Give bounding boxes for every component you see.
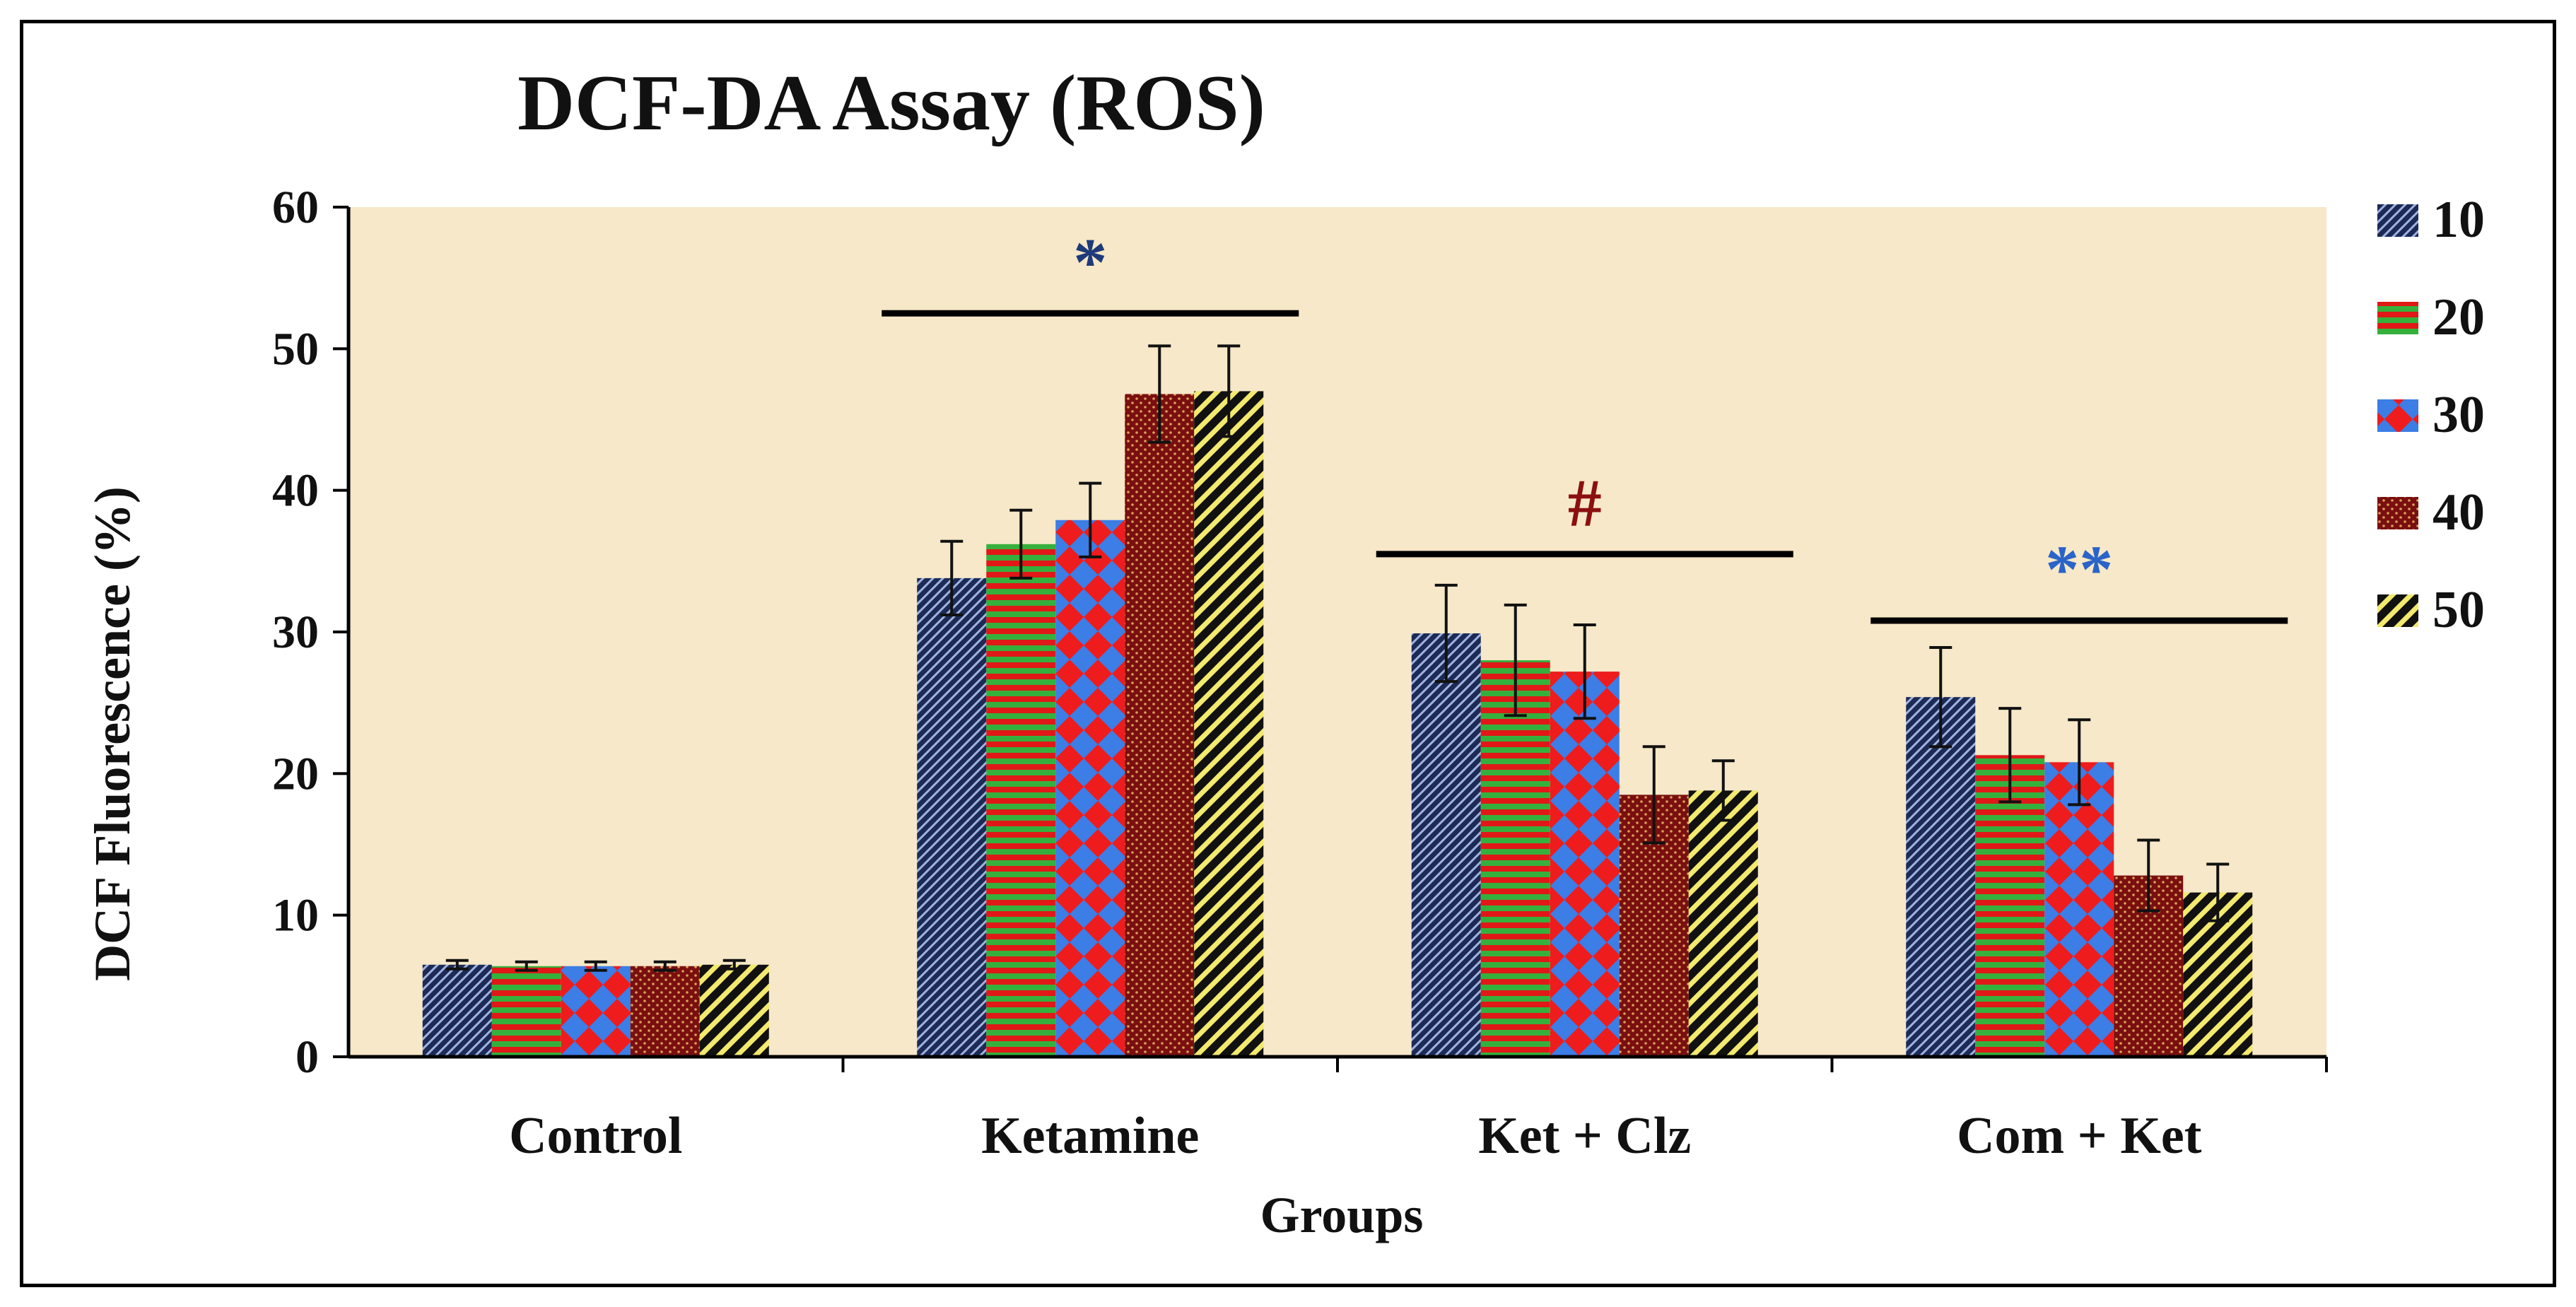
error-bar [1711, 759, 1735, 822]
bar-ketamine-40 [1125, 394, 1195, 1057]
significance-mark: * [1073, 224, 1107, 300]
bar-control-40 [630, 966, 700, 1057]
error-bar [1148, 344, 1171, 444]
bar-ket-clz-20 [1480, 660, 1550, 1057]
bar-ket-clz-30 [1550, 672, 1620, 1057]
bar-ket-clz-50 [1688, 790, 1758, 1057]
y-tick-label: 50 [272, 323, 319, 375]
y-tick-label: 30 [272, 606, 319, 658]
significance-mark: # [1568, 465, 1602, 541]
bar-ketamine-20 [986, 544, 1056, 1057]
error-bar [2206, 862, 2230, 922]
x-tick-label: Control [509, 1107, 682, 1165]
x-axis-label: Groups [1260, 1187, 1424, 1243]
legend-label-20: 20 [2432, 288, 2485, 346]
error-bar [1009, 508, 1033, 580]
y-tick-label: 0 [295, 1031, 319, 1083]
bar-ketamine-30 [1055, 520, 1125, 1057]
chart-title: DCF-DA Assay (ROS) [517, 59, 1265, 147]
error-bar [653, 960, 677, 972]
error-bar [1434, 583, 1458, 684]
bar-control-50 [699, 964, 769, 1057]
error-bar [2137, 838, 2160, 913]
legend-label-10: 10 [2432, 191, 2485, 249]
bar-com-ket-30 [2044, 762, 2114, 1057]
error-bar [722, 959, 746, 971]
x-tick-label: Com + Ket [1957, 1107, 2202, 1165]
x-tick-label: Ket + Clz [1478, 1107, 1691, 1165]
bar-com-ket-10 [1906, 697, 1976, 1057]
error-bar [2068, 718, 2091, 807]
y-tick-label: 60 [272, 182, 319, 233]
x-tick-label: Ketamine [981, 1107, 1199, 1165]
bar-ket-clz-10 [1411, 633, 1481, 1057]
legend-swatch-20 [2377, 302, 2418, 334]
y-tick-label: 10 [272, 890, 319, 942]
error-bar [1079, 481, 1102, 558]
legend-swatch-40 [2377, 497, 2418, 529]
legend-swatch-10 [2377, 204, 2418, 237]
chart-svg: 0 10 20 30 40 50 60 Control Ketamine Ket + Clz Com… [84, 59, 2485, 1243]
bar-com-ket-20 [1975, 755, 2045, 1057]
bar-control-10 [422, 964, 492, 1057]
error-bar [940, 539, 964, 616]
legend-label-30: 30 [2432, 386, 2485, 444]
y-tick-label: 20 [272, 748, 319, 799]
legend-label-40: 40 [2432, 483, 2485, 541]
error-bar [445, 959, 469, 971]
bar-control-30 [561, 966, 631, 1057]
error-bar [1998, 707, 2022, 804]
error-bar [1217, 344, 1241, 438]
error-bar [1504, 603, 1527, 717]
chart-frame: 0 10 20 30 40 50 60 Control Ketamine Ket + Clz Com… [20, 20, 2556, 1287]
error-bar [1929, 646, 1953, 749]
bar-control-20 [491, 966, 561, 1057]
error-bar [1573, 623, 1596, 720]
bar-ketamine-10 [917, 578, 987, 1057]
bar-ketamine-50 [1194, 391, 1264, 1057]
legend-swatch-50 [2377, 594, 2418, 627]
y-tick-label: 40 [272, 465, 319, 517]
error-bar [584, 960, 607, 972]
error-bar [515, 960, 538, 972]
error-bar [1642, 745, 1665, 845]
legend-label-50: 50 [2432, 581, 2485, 639]
significance-mark: ** [2045, 532, 2113, 607]
legend-swatch-30 [2377, 399, 2418, 432]
y-axis-label: DCF Fluorescence (%) [84, 486, 141, 981]
